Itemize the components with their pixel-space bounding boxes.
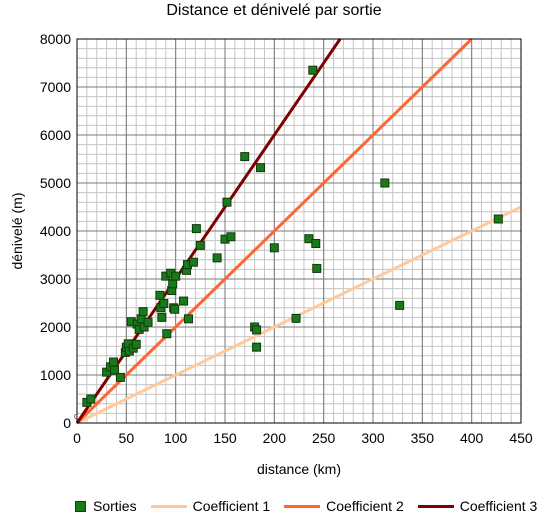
y-tick-label: 6000 — [40, 127, 71, 143]
data-point — [138, 307, 148, 317]
data-point — [493, 214, 503, 224]
data-point — [311, 238, 321, 248]
data-points — [82, 65, 503, 407]
data-point — [170, 304, 180, 314]
data-point — [168, 279, 178, 289]
legend-marker-coefficient-1 — [150, 504, 187, 508]
data-point — [256, 163, 266, 173]
y-tick-label: 0 — [63, 415, 71, 431]
data-point — [131, 339, 141, 349]
data-point — [109, 357, 119, 367]
axes — [76, 38, 522, 424]
chart-title: Distance et dénivelé par sortie — [166, 2, 382, 19]
data-point — [157, 312, 167, 322]
series-line-coefficient-2 — [75, 37, 473, 425]
data-point — [143, 317, 153, 327]
data-point — [226, 232, 236, 242]
data-point — [380, 178, 390, 188]
data-point — [191, 224, 201, 234]
x-tick-label: 300 — [361, 430, 385, 446]
data-point — [115, 372, 125, 382]
y-tick-label: 7000 — [40, 79, 71, 95]
data-point — [171, 271, 181, 281]
plot-frame — [76, 38, 522, 424]
data-point — [252, 325, 262, 335]
legend-marker-coefficient-3 — [417, 504, 454, 508]
data-point — [269, 243, 279, 253]
y-tick-label: 2000 — [40, 319, 71, 335]
x-tick-label: 100 — [164, 430, 188, 446]
y-tick-label: 4000 — [40, 223, 71, 239]
data-point — [395, 300, 405, 310]
data-point — [162, 329, 172, 339]
y-tick-label: 3000 — [40, 271, 71, 287]
data-point — [252, 342, 262, 352]
legend-label-coefficient-3: Coefficient 3 — [459, 498, 538, 514]
x-tick-label: 450 — [509, 430, 533, 446]
data-point — [195, 240, 205, 250]
legend: Sorties Coefficient 1 Coefficient 2 Coef… — [75, 496, 537, 516]
data-point — [155, 290, 165, 300]
x-tick-label: 50 — [119, 430, 135, 446]
legend-label-sorties: Sorties — [93, 498, 137, 514]
data-point — [291, 313, 301, 323]
data-point — [222, 197, 232, 207]
legend-label-coefficient-2: Coefficient 2 — [326, 498, 404, 514]
data-point — [304, 234, 314, 244]
data-point — [86, 394, 96, 404]
origin-annotation: 0 — [74, 414, 78, 421]
data-point — [109, 365, 119, 375]
series-line-coefficient-3 — [75, 38, 342, 424]
x-tick-label: 150 — [213, 430, 237, 446]
data-point — [179, 296, 189, 306]
y-tick-label: 5000 — [40, 175, 71, 191]
x-axis-label: distance (km) — [257, 461, 341, 477]
legend-label-coefficient-1: Coefficient 1 — [192, 498, 271, 514]
legend-marker-coefficient-2 — [284, 504, 321, 508]
legend-item-coefficient-2: Coefficient 2 — [284, 498, 404, 514]
tick-labels: 0 50 100 150 200 250 300 350 400 450 0 1000 2000 3000… — [40, 31, 533, 446]
data-point — [212, 253, 222, 263]
data-point — [159, 298, 169, 308]
legend-marker-sorties — [75, 500, 86, 512]
y-axis-label: dénivelé (m) — [9, 192, 25, 269]
data-point — [308, 65, 318, 75]
data-point — [183, 314, 193, 324]
data-point — [312, 263, 322, 273]
y-tick-label: 1000 — [40, 367, 71, 383]
legend-item-coefficient-1: Coefficient 1 — [150, 498, 271, 514]
x-tick-label: 350 — [411, 430, 435, 446]
data-point — [188, 257, 198, 267]
x-tick-label: 200 — [263, 430, 287, 446]
legend-item-coefficient-3: Coefficient 3 — [417, 498, 538, 514]
x-tick-label: 400 — [460, 430, 484, 446]
y-tick-label: 8000 — [40, 31, 71, 47]
legend-item-sorties: Sorties — [75, 498, 137, 514]
x-tick-label: 250 — [312, 430, 336, 446]
x-tick-label: 0 — [73, 430, 81, 446]
data-point — [240, 152, 250, 162]
